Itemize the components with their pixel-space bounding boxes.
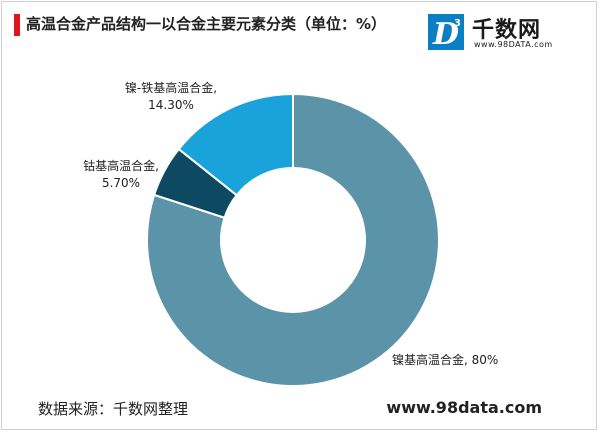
title-accent-bar: [14, 14, 20, 36]
brand-name: 千数网: [472, 18, 542, 43]
data-source: 数据来源：千数网整理: [38, 400, 189, 418]
logo-letter: D: [432, 17, 459, 50]
slice-label-1: 镍基高温合金, 80%: [392, 352, 498, 367]
slice-label-2: 钴基高温合金, 5.70%: [83, 158, 159, 190]
footer-website: www.98data.com: [386, 398, 542, 417]
donut-slice-3: [177, 92, 294, 197]
slice-label-3: 镍-铁基高温合金, 14.30%: [125, 80, 217, 112]
d3-logo-icon: D 3: [428, 14, 464, 50]
brand-url-small: www.98DATA.com: [474, 40, 553, 49]
brand-logo: D 3 千数网 www.98DATA.com: [428, 10, 588, 54]
chart-title: 高温合金产品结构一以合金主要元素分类（单位：%）: [26, 15, 387, 33]
donut-slice-1: [146, 92, 440, 387]
logo-superscript: 3: [454, 18, 461, 29]
